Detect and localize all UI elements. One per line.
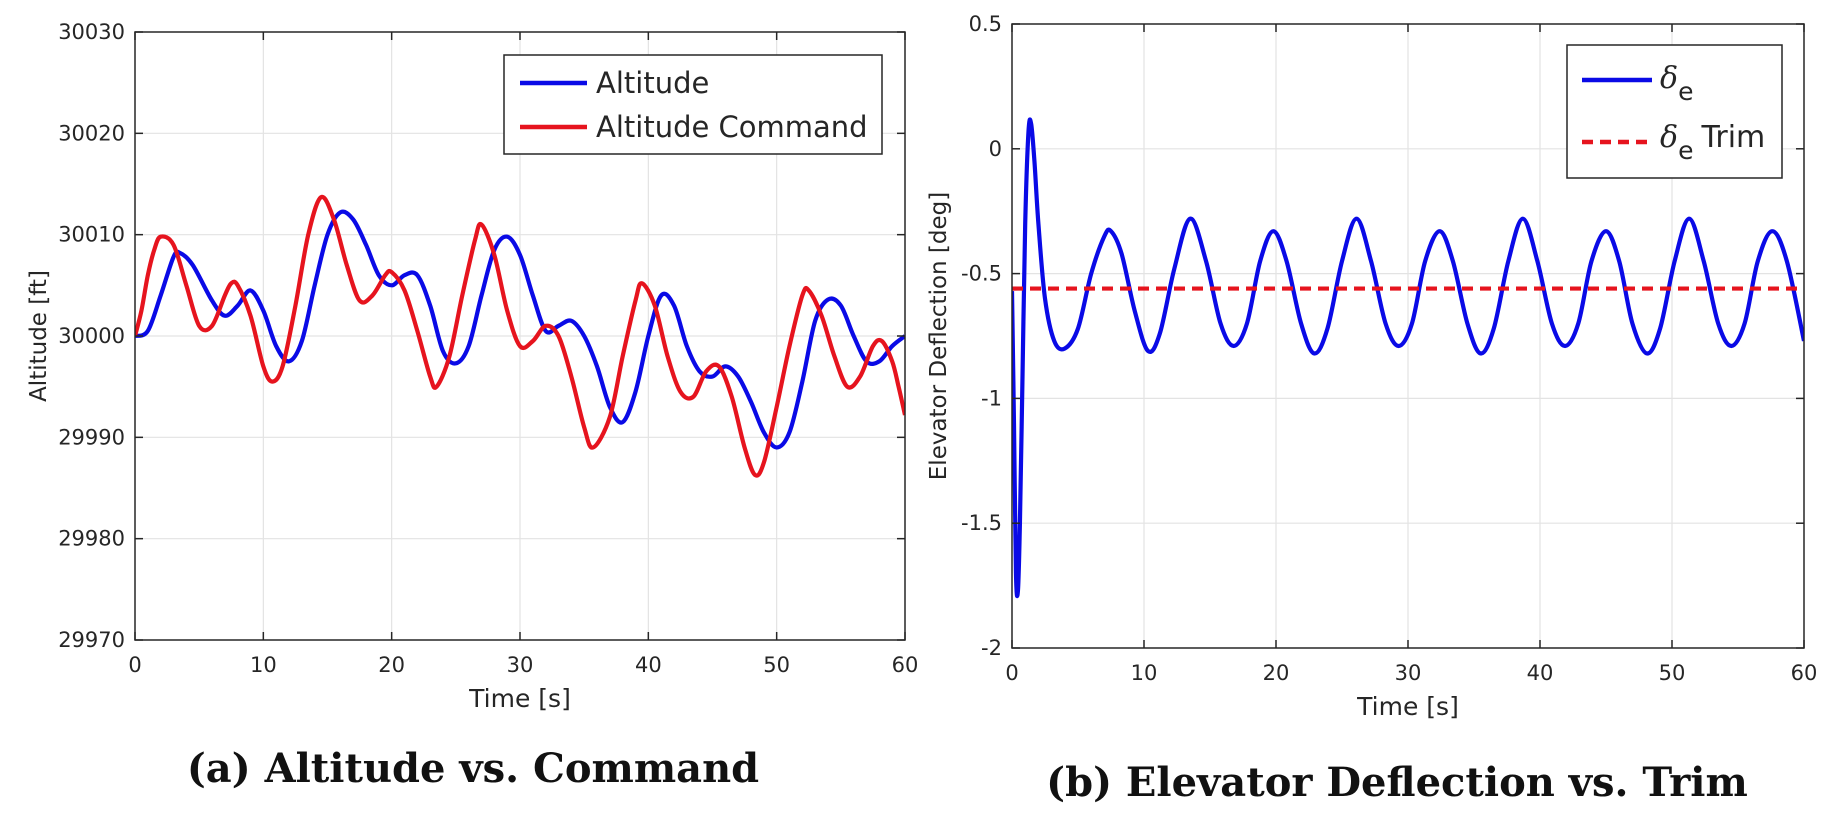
elevator-y-axis-label: Elevator Deflection [deg] bbox=[926, 192, 952, 480]
elevator-x-tick-label: 20 bbox=[1263, 661, 1290, 685]
elevator-y-tick-label: 0.5 bbox=[969, 12, 1002, 36]
altitude-y-tick-label: 30020 bbox=[58, 121, 125, 145]
legend-label-delta-e: δe bbox=[1660, 61, 1693, 106]
elevator-x-tick-label: 30 bbox=[1395, 661, 1422, 685]
altitude-y-tick-label: 30000 bbox=[58, 324, 125, 348]
altitude-x-tick-label: 0 bbox=[128, 653, 141, 677]
altitude-y-tick-label: 30030 bbox=[58, 20, 125, 44]
legend-altitude: Altitude Altitude Command bbox=[503, 54, 883, 155]
altitude-y-axis-label: Altitude [ft] bbox=[26, 270, 52, 402]
altitude-x-tick-label: 50 bbox=[763, 653, 790, 677]
caption-b: (b) Elevator Deflection vs. Trim bbox=[1046, 759, 1748, 806]
altitude-x-axis-label: Time [s] bbox=[468, 684, 571, 713]
legend-label-delta-e-trim: δe Trim bbox=[1660, 120, 1765, 165]
elevator-y-tick-label: -2 bbox=[981, 636, 1002, 660]
altitude-x-tick-label: 40 bbox=[635, 653, 662, 677]
elevator-x-tick-label: 40 bbox=[1527, 661, 1554, 685]
elevator-x-tick-label: 50 bbox=[1659, 661, 1686, 685]
elevator-x-axis-label: Time [s] bbox=[1356, 692, 1459, 721]
altitude-series-line-2 bbox=[135, 194, 905, 478]
elevator-x-tick-label: 0 bbox=[1005, 661, 1018, 685]
caption-a: (a) Altitude vs. Command bbox=[187, 745, 759, 792]
elevator-y-tick-label: -0.5 bbox=[961, 262, 1002, 286]
altitude-y-tick-label: 29970 bbox=[58, 628, 125, 652]
altitude-x-tick-label: 30 bbox=[507, 653, 534, 677]
altitude-x-tick-label: 10 bbox=[250, 653, 277, 677]
elevator-y-tick-label: -1.5 bbox=[961, 511, 1002, 535]
elevator-x-tick-label: 60 bbox=[1791, 661, 1818, 685]
elevator-series-line-1 bbox=[1012, 117, 1804, 599]
legend-elevator: δe δe Trim bbox=[1566, 44, 1783, 179]
altitude-x-tick-label: 20 bbox=[378, 653, 405, 677]
altitude-y-tick-label: 29980 bbox=[58, 527, 125, 551]
altitude-x-tick-label: 60 bbox=[892, 653, 919, 677]
altitude-y-tick-label: 29990 bbox=[58, 425, 125, 449]
altitude-y-tick-label: 30010 bbox=[58, 223, 125, 247]
legend-label-altitude-command: Altitude Command bbox=[596, 110, 868, 144]
elevator-x-tick-label: 10 bbox=[1131, 661, 1158, 685]
elevator-y-tick-label: -1 bbox=[981, 386, 1002, 410]
legend-label-altitude: Altitude bbox=[596, 66, 709, 100]
elevator-y-tick-label: 0 bbox=[989, 137, 1002, 161]
altitude-series-line-1 bbox=[135, 209, 905, 450]
